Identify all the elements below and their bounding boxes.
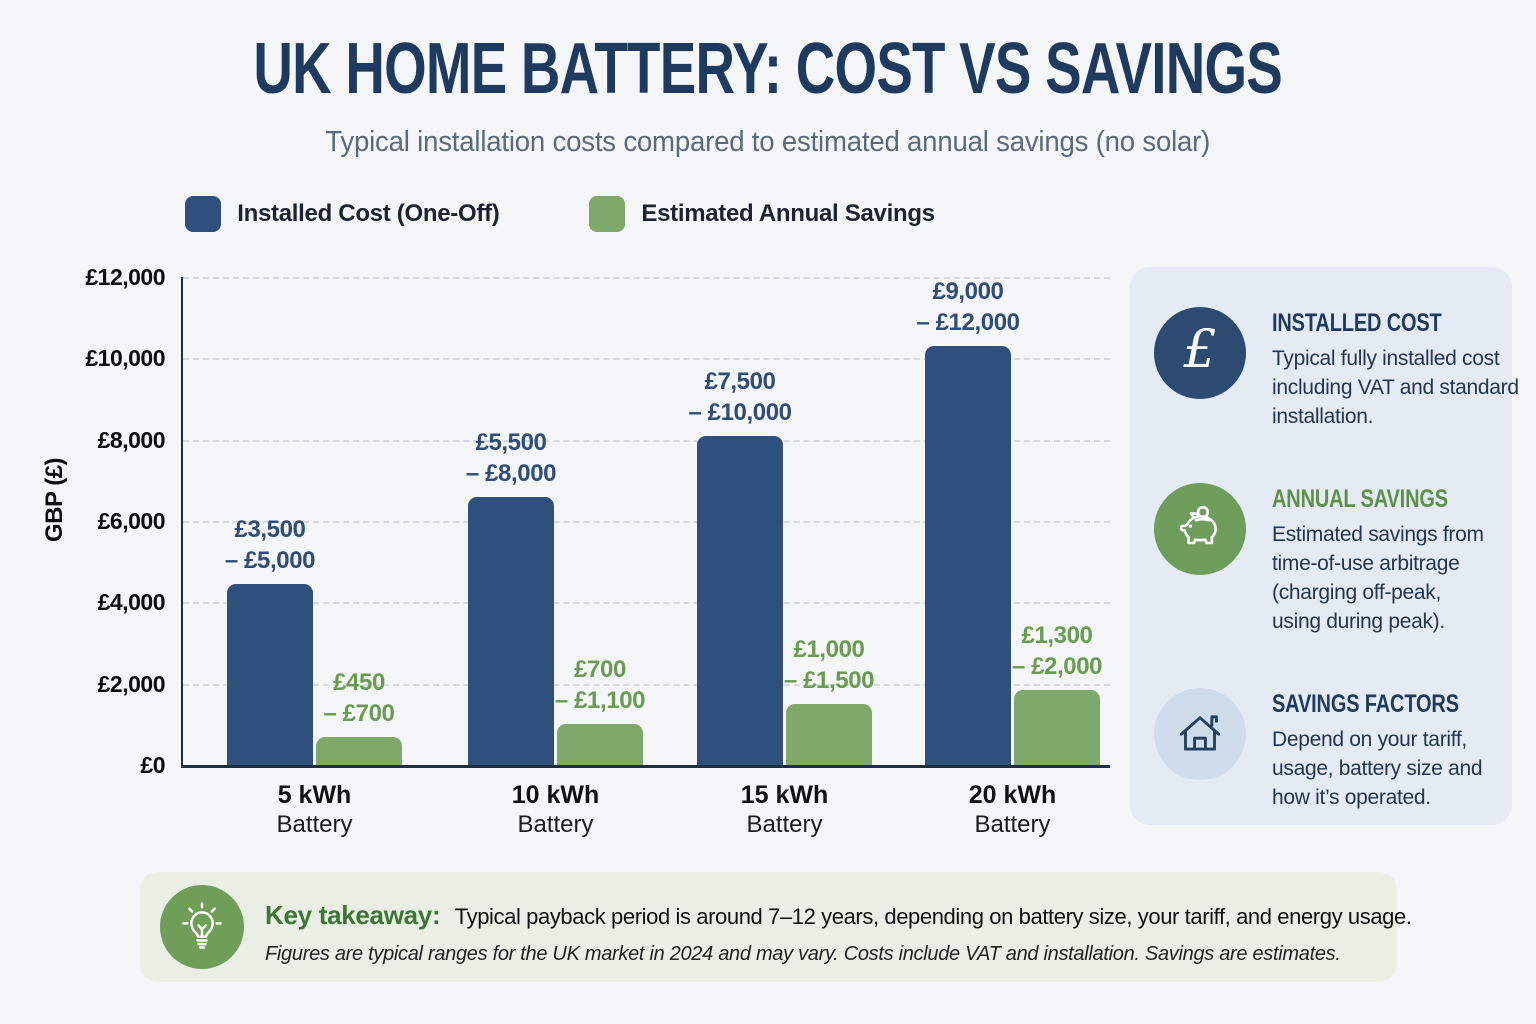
card-body: Typical fully installed cost including V… (1272, 347, 1519, 428)
gridline (183, 358, 1110, 361)
y-tick-label: £10,000 (85, 345, 165, 372)
y-tick-label: £8,000 (97, 426, 166, 453)
page-title: UK HOME BATTERY: COST VS SAVINGS (0, 28, 1536, 110)
key-takeaway-banner: Key takeaway: Typical payback period is … (140, 872, 1412, 982)
category-label: 10 kWh (511, 781, 600, 809)
gridline (183, 521, 1110, 523)
info-card-installed-cost: £ INSTALLED COST Typical fully installed… (1154, 307, 1519, 431)
bar-range-label: £9,000 – £12,000 (916, 278, 1020, 337)
bar-range-label: £700 – £1,100 (554, 656, 646, 715)
info-card-savings-factors: SAVINGS FACTORS Depend on your tariff, u… (1154, 688, 1490, 812)
x-axis-line (181, 765, 1110, 768)
takeaway-note: Figures are typical ranges for the UK ma… (265, 943, 1341, 965)
bar-installed-cost-15-kwh: £7,500 – £10,000 (688, 368, 792, 765)
y-tick-label: £0 (140, 752, 165, 778)
bar-installed-cost-10-kwh: £5,500 – £8,000 (466, 429, 557, 765)
category-subline: Battery (974, 811, 1051, 838)
lightbulb-icon (160, 885, 244, 969)
bar-installed-cost-20-kwh: £9,000 – £12,000 (916, 278, 1020, 765)
bar-annual-savings-10-kwh: £700 – £1,100 (555, 656, 646, 765)
bar-group-5-kwh: £3,500 – £5,000 £450 – £700 (225, 277, 402, 765)
bar-range-label: £5,500 – £8,000 (465, 428, 557, 487)
gridline (183, 277, 1110, 279)
takeaway-text: Typical payback period is around 7–12 ye… (454, 904, 1412, 929)
legend-item-installed-cost: Installed Cost (One-Off) (185, 196, 500, 232)
y-tick-label: £4,000 (97, 589, 166, 616)
gridline (183, 439, 1110, 442)
bar-range-label: £450 – £700 (323, 669, 395, 728)
bar-chart: £12,000 £10,000 £8,000 £6,000 £4,000 £2,000 £0… (85, 264, 1110, 838)
y-tick-label: £2,000 (97, 670, 166, 697)
page-subtitle: Typical installation costs compared to e… (0, 126, 1536, 159)
legend-item-annual-savings: Estimated Annual Savings (589, 196, 935, 232)
takeaway-heading: Key takeaway: (265, 900, 441, 930)
card-title: ANNUAL SAVINGS (1272, 485, 1448, 513)
x-tick-label: 15 kWh Battery (697, 780, 872, 840)
bar-range-label: £1,000 – £1,500 (783, 636, 875, 694)
bar-annual-savings-20-kwh: £1,300 – £2,000 (1012, 622, 1103, 765)
bar-group-10-kwh: £5,500 – £8,000 £700 – £1,100 (466, 277, 646, 765)
bar-range-label: £1,300 – £2,000 (1011, 621, 1103, 680)
bar-installed-cost-5-kwh: £3,500 – £5,000 (225, 516, 316, 765)
house-icon (1154, 688, 1246, 780)
category-subline: Battery (276, 811, 353, 838)
bar-group-15-kwh: £7,500 – £10,000 £1,000 – £1,500 (688, 277, 875, 765)
installed-cost-swatch (185, 196, 222, 232)
y-tick-label: £6,000 (97, 508, 166, 534)
page-title-text: UK HOME BATTERY: COST VS SAVINGS (253, 29, 1283, 109)
info-card-annual-savings: ANNUAL SAVINGS Estimated savings from ti… (1154, 483, 1490, 636)
card-title: SAVINGS FACTORS (1272, 690, 1459, 718)
x-tick-label: 5 kWh Battery (227, 780, 402, 840)
card-title: INSTALLED COST (1272, 309, 1442, 337)
legend-label: Estimated Annual Savings (641, 200, 935, 227)
page-subtitle-text: Typical installation costs compared to e… (325, 126, 1211, 158)
bar-annual-savings-15-kwh: £1,000 – £1,500 (784, 636, 875, 765)
bar-group-20-kwh: £9,000 – £12,000 £1,300 – £2,000 (916, 277, 1103, 765)
x-tick-label: 20 kWh Battery (925, 780, 1100, 840)
gridline (183, 683, 1110, 686)
category-subline: Battery (517, 811, 594, 838)
bar-range-label: £7,500 – £10,000 (688, 367, 792, 426)
bar-annual-savings-5-kwh: £450 – £700 (316, 669, 402, 765)
card-body: Depend on your tariff, usage, battery si… (1272, 728, 1483, 809)
y-axis-line (181, 277, 183, 765)
category-subline: Battery (746, 811, 823, 838)
piggy-bank-icon (1154, 483, 1246, 575)
bar-range-label: £3,500 – £5,000 (224, 516, 316, 574)
gridline (183, 602, 1110, 605)
pound-icon: £ (1154, 307, 1246, 399)
legend-label: Installed Cost (One-Off) (237, 200, 500, 227)
category-label: 15 kWh (740, 781, 829, 809)
chart-legend: Installed Cost (One-Off) Estimated Annua… (0, 196, 1120, 232)
annual-savings-swatch (589, 196, 626, 232)
card-body: Estimated savings from time-of-use arbit… (1272, 523, 1484, 633)
x-tick-label: 10 kWh Battery (468, 780, 643, 840)
info-sidebar: £ INSTALLED COST Typical fully installed… (1130, 267, 1519, 825)
category-label: 20 kWh (968, 781, 1057, 809)
category-label: 5 kWh (277, 781, 352, 809)
y-tick-label: £12,000 (85, 264, 165, 290)
